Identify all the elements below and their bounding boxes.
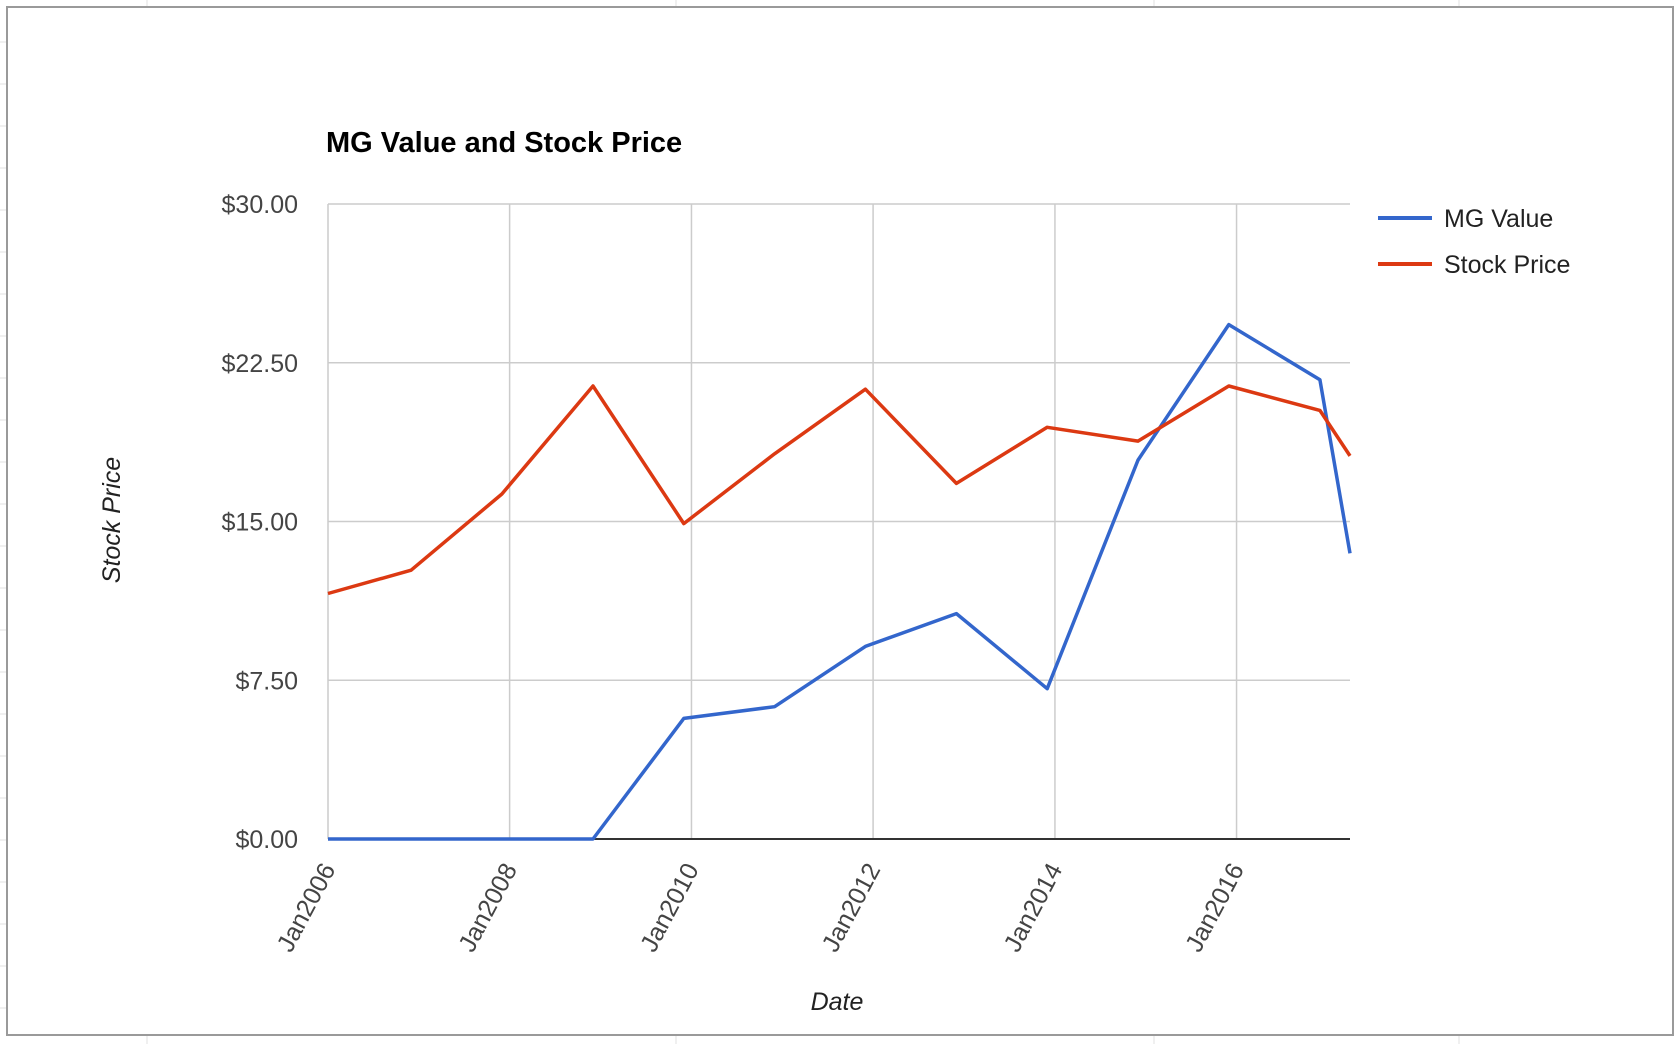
x-axis-label: Date	[811, 988, 864, 1016]
legend: MG Value Stock Price	[1378, 205, 1570, 279]
series-line-mg-value	[328, 322, 1352, 841]
x-tick-label: Jan2016	[1180, 859, 1250, 957]
y-tick-label: $0.00	[235, 826, 298, 854]
x-tick-label: Jan2014	[998, 859, 1068, 957]
y-axis-label: Stock Price	[98, 457, 126, 583]
y-tick-label: $7.50	[235, 667, 298, 695]
x-tick-label: Jan2010	[635, 859, 705, 957]
x-tick-label: Jan2006	[272, 859, 342, 957]
legend-label-stock-price: Stock Price	[1444, 251, 1570, 279]
series-line-stock-price	[327, 384, 1352, 596]
y-tick-labels: $0.00 $7.50 $15.00 $22.50 $30.00	[222, 191, 298, 854]
legend-label-mg-value: MG Value	[1444, 205, 1553, 233]
gridlines	[327, 203, 1350, 839]
series-lines	[327, 322, 1352, 841]
chart-title: MG Value and Stock Price	[326, 127, 682, 159]
x-tick-labels: Jan2006 Jan2008 Jan2010 Jan2012 Jan2014 Jan20…	[272, 859, 1250, 957]
y-tick-label: $30.00	[222, 191, 298, 219]
x-tick-label: Jan2008	[453, 859, 523, 957]
y-tick-label: $15.00	[222, 509, 298, 537]
x-tick-label: Jan2012	[817, 859, 887, 957]
y-tick-label: $22.50	[222, 350, 298, 378]
